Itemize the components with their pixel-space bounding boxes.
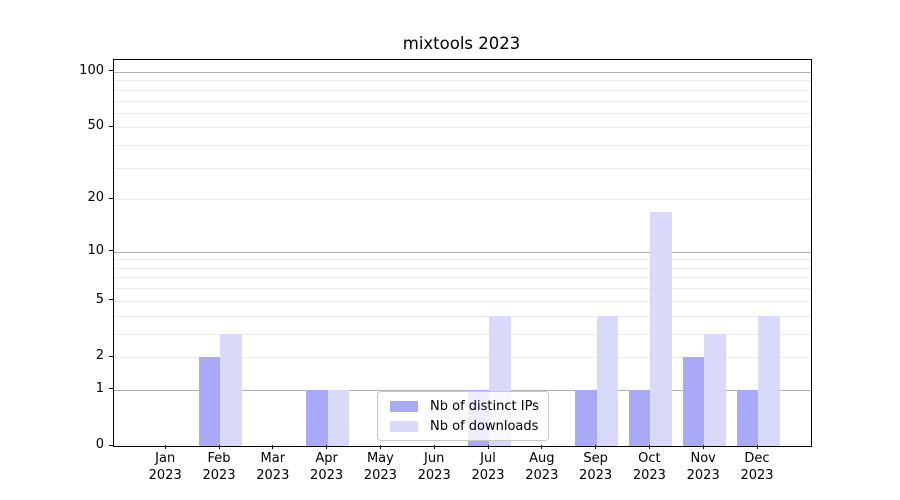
y-tick xyxy=(109,355,113,357)
x-tick xyxy=(379,445,381,449)
gridline-minor xyxy=(114,112,811,114)
gridline-minor xyxy=(114,277,811,279)
y-tick xyxy=(109,444,113,446)
gridline-major xyxy=(114,389,811,391)
legend-swatch-distinct-ips xyxy=(390,400,418,412)
x-tick-label: Sep 2023 xyxy=(579,451,613,483)
x-tick-label: Jun 2023 xyxy=(417,451,451,483)
legend-item: Nb of downloads xyxy=(386,416,540,436)
y-tick xyxy=(109,250,113,252)
gridline-minor xyxy=(114,259,811,261)
gridline-minor xyxy=(114,267,811,269)
y-tick-label: 10 xyxy=(87,242,104,258)
y-tick-label: 0 xyxy=(95,437,104,452)
bar-downloads-sep xyxy=(596,315,619,446)
bar-ips-dec xyxy=(736,389,758,446)
x-tick xyxy=(648,445,650,449)
x-tick-label: May 2023 xyxy=(363,451,397,483)
y-tick-label: 20 xyxy=(87,190,104,206)
y-tick xyxy=(109,197,113,199)
x-tick-label: Apr 2023 xyxy=(310,451,344,483)
x-tick-label: Oct 2023 xyxy=(632,451,666,483)
gridline-major xyxy=(114,251,811,253)
x-tick xyxy=(326,445,328,449)
x-tick-label: Nov 2023 xyxy=(686,451,720,483)
bar-ips-nov xyxy=(682,357,705,446)
bar-ips-oct xyxy=(628,389,651,446)
x-tick-label: Dec 2023 xyxy=(740,451,774,483)
gridline-minor xyxy=(114,199,811,201)
x-tick-label: Mar 2023 xyxy=(256,451,290,483)
gridline-minor xyxy=(114,357,811,358)
legend-item: Nb of distinct IPs xyxy=(386,396,540,416)
x-tick xyxy=(541,445,543,449)
bar-ips-sep xyxy=(575,389,597,446)
x-tick xyxy=(218,445,220,449)
bar-downloads-nov xyxy=(704,333,726,446)
x-tick xyxy=(164,445,166,449)
gridline-minor xyxy=(114,288,811,290)
bar-downloads-oct xyxy=(650,211,672,446)
bar-ips-feb xyxy=(198,357,220,446)
gridline-minor xyxy=(114,315,811,317)
x-tick xyxy=(756,445,758,449)
y-tick xyxy=(109,388,113,390)
x-tick-label: Feb 2023 xyxy=(202,451,236,483)
gridline-minor xyxy=(114,127,811,129)
y-tick xyxy=(109,125,113,127)
gridline-minor xyxy=(114,80,811,82)
x-tick-label: Aug 2023 xyxy=(525,451,559,483)
bar-downloads-feb xyxy=(220,333,242,446)
legend-label: Nb of downloads xyxy=(430,418,539,434)
legend-swatch-downloads xyxy=(390,420,418,432)
x-tick xyxy=(433,445,435,449)
y-tick-label: 2 xyxy=(95,348,104,363)
x-tick xyxy=(702,445,704,449)
bar-downloads-apr xyxy=(327,389,350,446)
x-tick-label: Jan 2023 xyxy=(148,451,182,483)
bar-downloads-dec xyxy=(758,315,780,446)
gridline-minor xyxy=(114,89,811,91)
y-tick-label: 1 xyxy=(95,380,104,396)
x-tick-label: Jul 2023 xyxy=(471,451,505,483)
legend-label: Nb of distinct IPs xyxy=(430,398,539,414)
y-tick xyxy=(109,70,113,72)
x-tick xyxy=(595,445,597,449)
legend: Nb of distinct IPs Nb of downloads xyxy=(377,391,549,441)
y-tick-label: 100 xyxy=(79,62,104,78)
y-tick xyxy=(109,299,113,301)
gridline-minor xyxy=(114,167,811,169)
y-tick-label: 50 xyxy=(87,118,104,134)
x-tick xyxy=(272,445,274,449)
gridline-minor xyxy=(114,145,811,146)
plot-area xyxy=(113,59,812,447)
y-tick-label: 5 xyxy=(95,291,104,307)
bar-ips-apr xyxy=(306,389,328,446)
chart-title: mixtools 2023 xyxy=(402,34,521,53)
gridline-minor xyxy=(114,333,811,335)
gridline-major xyxy=(114,71,811,73)
x-tick xyxy=(487,445,489,449)
gridline-minor xyxy=(114,100,811,102)
gridline-minor xyxy=(114,300,811,302)
